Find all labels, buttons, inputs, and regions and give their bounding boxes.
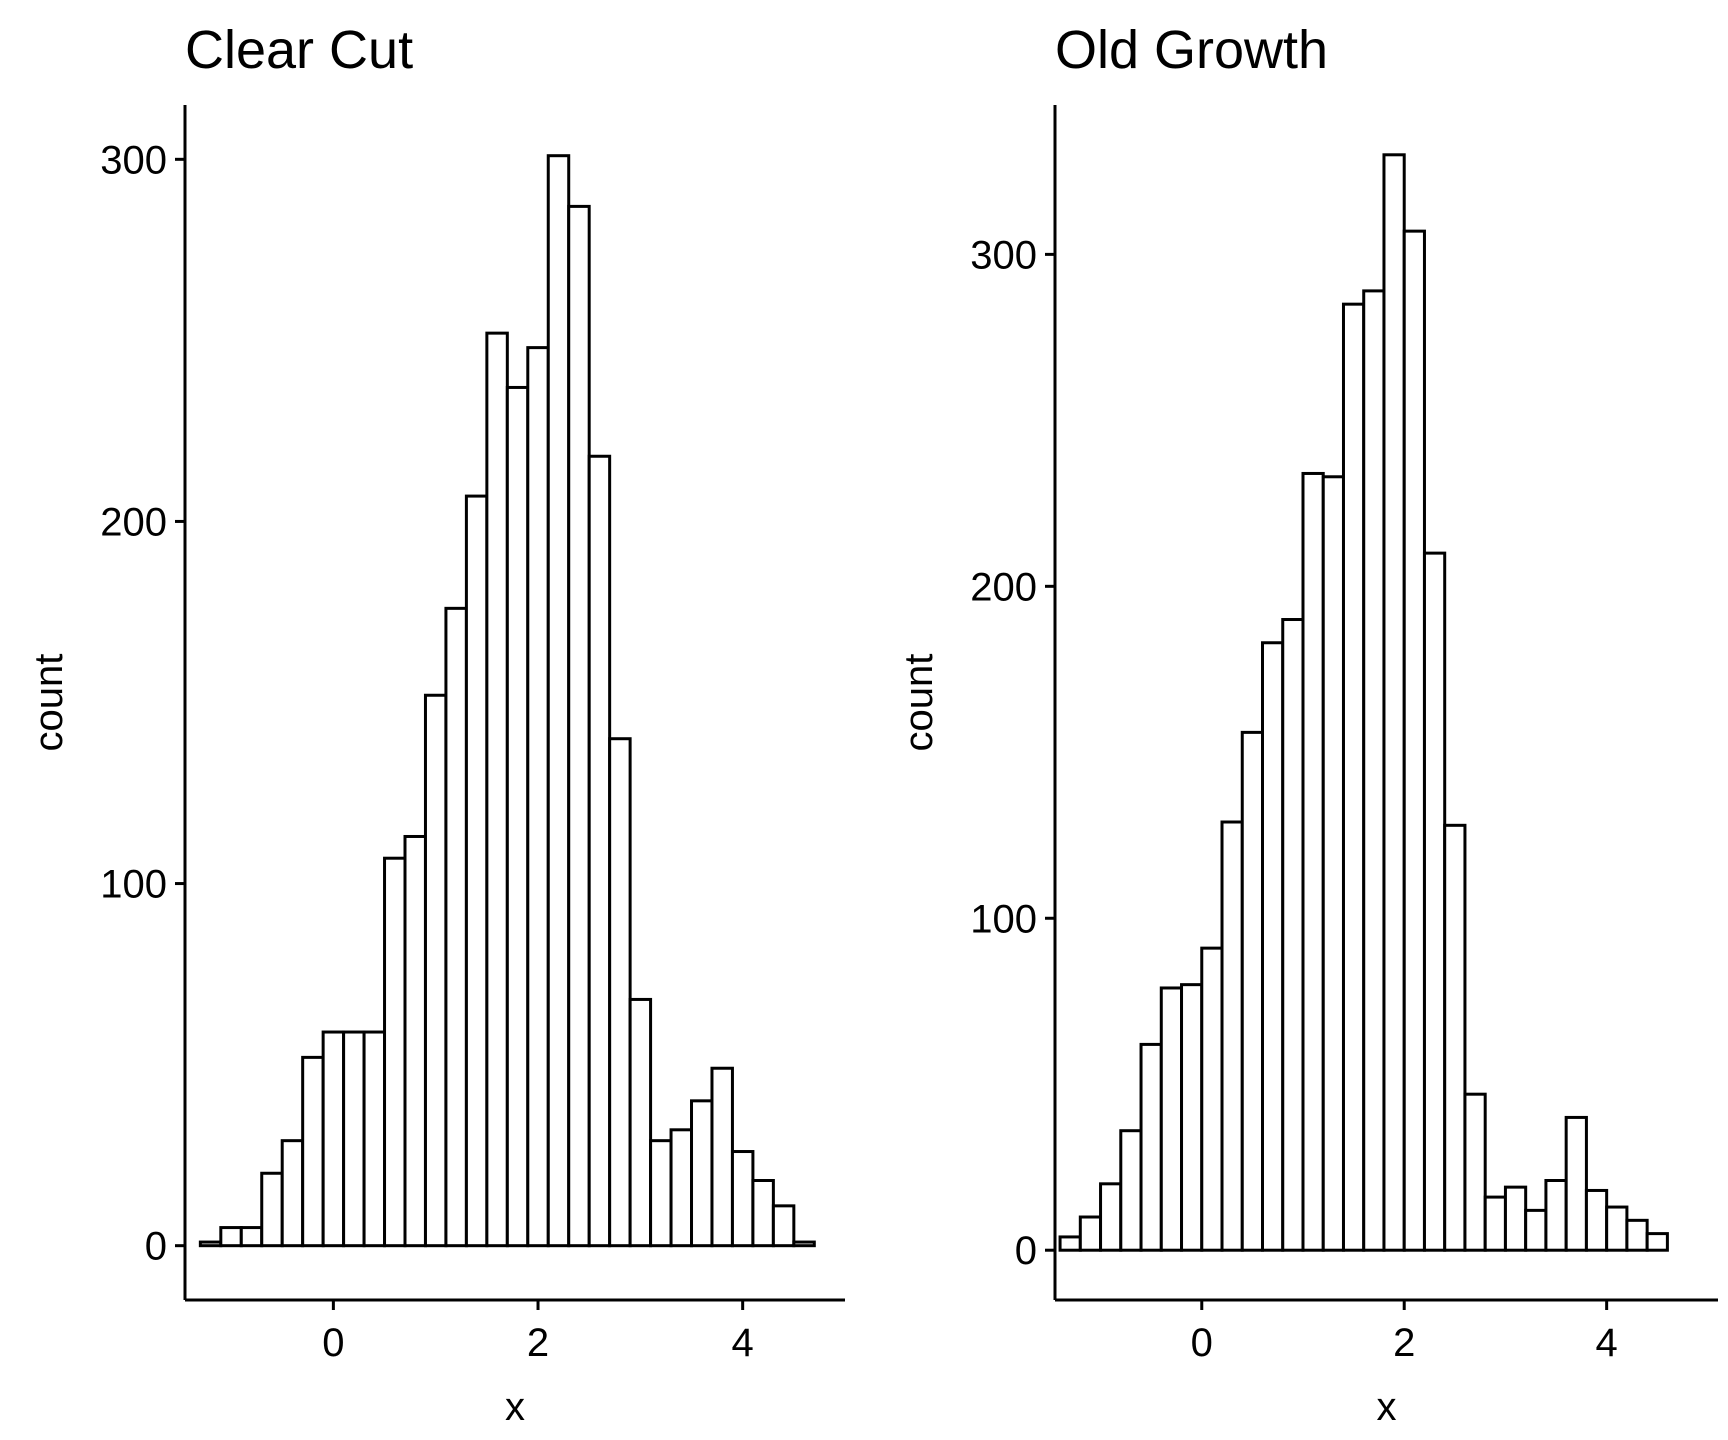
histogram-bar: [464, 494, 489, 1248]
histogram-bar: [587, 454, 612, 1248]
histogram-bar: [383, 856, 407, 1248]
histogram-bar: [403, 834, 427, 1248]
histogram-bar: [423, 693, 448, 1248]
y-tick-label: 0: [1015, 1229, 1037, 1273]
histogram-bar: [321, 1030, 346, 1248]
histogram-bar: [1139, 1042, 1163, 1252]
histogram-bar: [567, 204, 591, 1248]
histogram-bar: [792, 1240, 816, 1248]
histogram-bar: [1099, 1182, 1123, 1252]
histogram-bar: [1402, 229, 1426, 1252]
histogram-bar: [505, 385, 530, 1248]
histogram-bar: [1605, 1205, 1629, 1252]
panel-1: Clear Cut 0 100 200 300 0 2 4 x count: [27, 20, 845, 1429]
histogram-bar: [1544, 1179, 1568, 1252]
y-tick-label: 300: [970, 233, 1037, 277]
histogram-bar: [280, 1139, 305, 1248]
histogram-bar: [771, 1204, 796, 1248]
histogram-bar: [1058, 1235, 1082, 1252]
histogram-bar: [690, 1099, 714, 1248]
histogram-bar: [219, 1226, 243, 1248]
x-axis-title: x: [1377, 1385, 1397, 1429]
histogram-bar: [444, 606, 468, 1248]
x-tick-label: 4: [732, 1321, 754, 1365]
y-axis-title: count: [27, 654, 71, 752]
histogram-bar: [1078, 1215, 1103, 1252]
histogram-bar: [1503, 1185, 1528, 1252]
bars: [1058, 153, 1669, 1252]
x-tick-label: 0: [1191, 1321, 1213, 1365]
y-tick-label: 200: [970, 565, 1037, 609]
histogram-bar: [1443, 823, 1467, 1252]
histogram-bar: [1524, 1208, 1548, 1252]
histogram-bar: [1240, 730, 1265, 1252]
histogram-bar: [1483, 1195, 1507, 1252]
histogram-bar: [1645, 1232, 1669, 1252]
panel-title: Clear Cut: [185, 20, 413, 80]
x-tick-label: 2: [1393, 1321, 1415, 1365]
y-tick-label: 100: [100, 863, 167, 907]
x-tick-label: 0: [322, 1321, 344, 1365]
histogram-bar: [1564, 1115, 1588, 1252]
histogram-bar: [1463, 1092, 1487, 1252]
y-tick-label: 200: [100, 500, 167, 544]
histogram-bar: [669, 1128, 694, 1248]
histogram-bar: [1341, 302, 1366, 1252]
histogram-bar: [1261, 641, 1285, 1252]
histogram-bar: [301, 1055, 325, 1248]
histogram-bar: [1180, 983, 1204, 1252]
panel-2: Old Growth 0 100 200 300 0 2 4 x count: [897, 20, 1718, 1429]
bars: [198, 154, 816, 1248]
histogram-bar: [608, 737, 632, 1248]
histogram-bar: [1301, 471, 1325, 1252]
histogram-bar: [628, 997, 653, 1248]
histogram-bar: [1119, 1129, 1143, 1252]
histogram-bar: [1382, 153, 1406, 1252]
histogram-bar: [710, 1066, 734, 1248]
histogram-bar: [342, 1030, 366, 1248]
histogram-bar: [1159, 986, 1184, 1252]
histogram-bar: [546, 154, 571, 1248]
x-tick-label: 4: [1596, 1321, 1618, 1365]
histogram-bar: [1321, 475, 1345, 1252]
histogram-bar: [260, 1171, 284, 1248]
y-tick-label: 300: [100, 138, 167, 182]
histogram-bar: [485, 331, 509, 1248]
y-tick-label: 0: [145, 1225, 167, 1269]
histogram-bar: [730, 1150, 755, 1248]
histogram-bar: [1422, 551, 1447, 1252]
histogram-bar: [1584, 1188, 1609, 1252]
x-axis-title: x: [505, 1385, 525, 1429]
histogram-bar: [1200, 946, 1224, 1252]
histogram-bar: [198, 1240, 223, 1248]
histogram-bar: [526, 346, 550, 1248]
histogram-bar: [362, 1030, 387, 1248]
histogram-bar: [1281, 618, 1305, 1252]
panel-title: Old Growth: [1055, 20, 1328, 80]
histogram-bar: [1362, 289, 1386, 1252]
histogram-bar: [649, 1139, 673, 1248]
x-tick-label: 2: [527, 1321, 549, 1365]
histogram-bar: [751, 1179, 775, 1248]
histogram-bar: [239, 1226, 264, 1248]
y-tick-label: 100: [970, 897, 1037, 941]
y-axis-title: count: [897, 654, 941, 752]
histogram-bar: [1625, 1218, 1649, 1252]
histogram-bar: [1220, 820, 1244, 1252]
